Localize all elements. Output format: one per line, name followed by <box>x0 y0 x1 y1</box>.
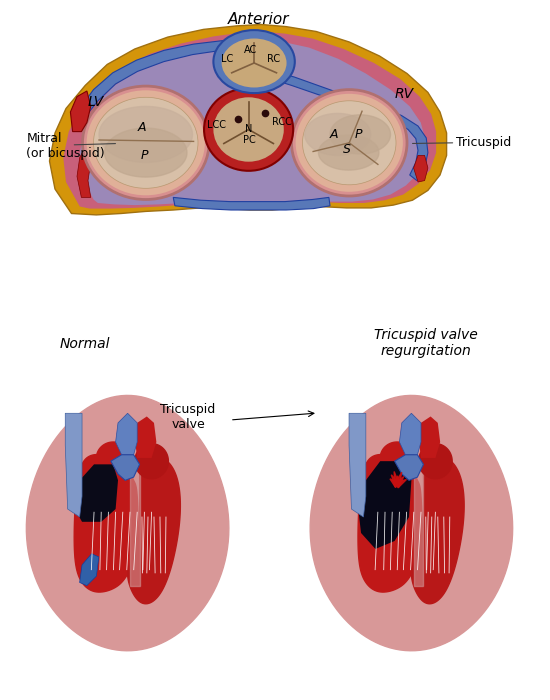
Polygon shape <box>394 455 424 480</box>
Ellipse shape <box>222 38 287 88</box>
Text: LV: LV <box>88 94 104 108</box>
Text: PC: PC <box>243 135 256 145</box>
Polygon shape <box>411 448 464 604</box>
Ellipse shape <box>82 86 209 199</box>
Polygon shape <box>305 113 371 155</box>
Polygon shape <box>394 476 399 485</box>
Text: A: A <box>138 121 146 134</box>
Polygon shape <box>395 477 404 487</box>
Text: A: A <box>330 128 339 141</box>
Text: P: P <box>140 149 148 162</box>
Polygon shape <box>81 40 245 113</box>
Polygon shape <box>65 413 82 517</box>
Polygon shape <box>70 91 91 132</box>
Ellipse shape <box>204 88 293 171</box>
Polygon shape <box>330 115 390 154</box>
Text: P: P <box>355 128 362 141</box>
Polygon shape <box>353 442 470 608</box>
Polygon shape <box>390 479 398 488</box>
Polygon shape <box>263 70 428 181</box>
Polygon shape <box>111 455 140 480</box>
Text: Tricuspid: Tricuspid <box>456 136 512 149</box>
Polygon shape <box>399 413 421 455</box>
Text: AC: AC <box>244 46 257 55</box>
Polygon shape <box>396 480 406 488</box>
Text: RCC: RCC <box>272 117 292 127</box>
Text: RC: RC <box>267 54 280 64</box>
Polygon shape <box>50 25 447 215</box>
Polygon shape <box>77 144 94 197</box>
Polygon shape <box>392 475 399 487</box>
Text: Anterior: Anterior <box>228 12 289 27</box>
Text: Normal: Normal <box>60 337 111 351</box>
Polygon shape <box>99 106 192 162</box>
Ellipse shape <box>302 101 396 185</box>
Ellipse shape <box>213 97 284 162</box>
Polygon shape <box>349 413 366 517</box>
Polygon shape <box>130 468 140 586</box>
Polygon shape <box>135 416 156 458</box>
Polygon shape <box>419 416 440 458</box>
Ellipse shape <box>87 90 205 195</box>
Polygon shape <box>358 454 422 592</box>
Polygon shape <box>128 448 180 604</box>
Text: Tricuspid valve
regurgitation: Tricuspid valve regurgitation <box>375 328 478 358</box>
Polygon shape <box>80 554 99 586</box>
Text: S: S <box>343 143 350 155</box>
Polygon shape <box>173 197 330 210</box>
Polygon shape <box>80 40 425 205</box>
Polygon shape <box>310 395 513 651</box>
Polygon shape <box>74 454 138 592</box>
Polygon shape <box>116 413 137 455</box>
Ellipse shape <box>213 30 295 93</box>
Polygon shape <box>419 444 452 479</box>
Text: Tricuspid
valve: Tricuspid valve <box>161 402 216 430</box>
Polygon shape <box>75 464 118 522</box>
Text: N: N <box>245 124 253 134</box>
Polygon shape <box>96 442 130 474</box>
Ellipse shape <box>296 94 403 192</box>
Polygon shape <box>63 32 436 209</box>
Polygon shape <box>414 468 424 586</box>
Text: Mitral
(or bicuspid): Mitral (or bicuspid) <box>26 132 105 160</box>
Text: RV: RV <box>395 88 414 102</box>
Polygon shape <box>26 395 229 651</box>
Polygon shape <box>104 128 187 177</box>
Polygon shape <box>69 442 186 608</box>
Polygon shape <box>380 442 414 474</box>
Text: LC: LC <box>221 54 233 64</box>
Polygon shape <box>395 473 402 486</box>
Polygon shape <box>414 155 428 182</box>
Text: LCC: LCC <box>207 120 226 130</box>
Polygon shape <box>359 461 411 549</box>
Ellipse shape <box>292 90 407 196</box>
Polygon shape <box>318 135 379 170</box>
Polygon shape <box>394 472 399 486</box>
Polygon shape <box>135 444 168 479</box>
Ellipse shape <box>94 97 198 188</box>
